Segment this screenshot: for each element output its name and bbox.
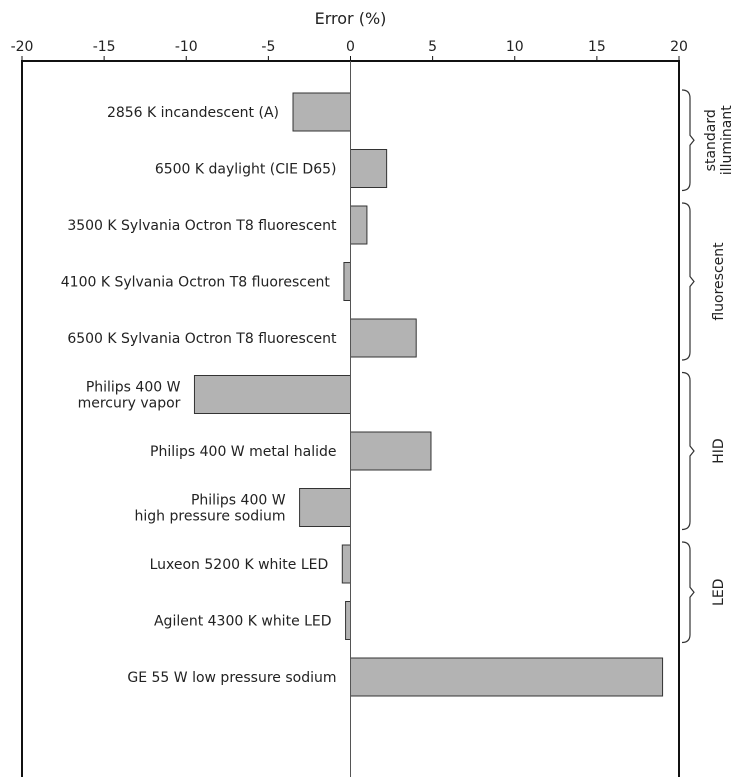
x-tick-label: 10: [506, 39, 524, 55]
group-bracket: [681, 89, 695, 192]
bar: [343, 262, 351, 301]
bar: [341, 544, 352, 584]
group-bracket: [681, 202, 695, 361]
x-tick-label: -20: [11, 39, 34, 55]
group-bracket: [681, 541, 695, 644]
bars: [193, 92, 664, 697]
bar: [350, 431, 432, 471]
bar: [299, 488, 351, 527]
x-tick-label: 5: [428, 39, 437, 55]
x-tick-label: 15: [588, 39, 606, 55]
category-label: Luxeon 5200 K white LED: [150, 557, 329, 573]
x-tick-label: -15: [93, 39, 116, 55]
category-label: 6500 K daylight (CIE D65): [155, 162, 337, 178]
group-label: HID: [711, 438, 727, 463]
category-label: 2856 K incandescent (A): [107, 105, 279, 121]
bar: [350, 657, 664, 697]
bar: [345, 601, 352, 640]
category-label: Agilent 4300 K white LED: [154, 614, 332, 630]
category-label: GE 55 W low pressure sodium: [127, 670, 336, 686]
bar: [292, 92, 352, 132]
bar: [350, 205, 368, 245]
group-label: fluorescent: [711, 242, 727, 321]
x-tick-label: -5: [261, 39, 275, 55]
category-label: 3500 K Sylvania Octron T8 fluorescent: [67, 218, 337, 234]
group-brackets: standardilluminant fluorescent HID LED: [681, 89, 735, 644]
x-tick-label: 0: [346, 39, 355, 55]
group-label: LED: [711, 579, 727, 606]
group-label: standardilluminant: [703, 105, 735, 175]
x-axis-title: Error (%): [315, 9, 387, 28]
category-label: Philips 400 W metal halide: [150, 444, 336, 460]
group-bracket: [681, 371, 695, 531]
x-tick-label: 20: [670, 39, 688, 55]
category-label: 6500 K Sylvania Octron T8 fluorescent: [67, 331, 337, 347]
x-tick-label: -10: [175, 39, 198, 55]
x-axis-ticks: -20 -15 -10 -5 0 5 10 15 20: [11, 39, 688, 61]
category-labels: 2856 K incandescent (A) 6500 K daylight (…: [61, 105, 337, 686]
bar: [350, 318, 417, 358]
bar: [350, 149, 388, 188]
category-label: 4100 K Sylvania Octron T8 fluorescent: [61, 275, 331, 291]
bar: [193, 375, 351, 414]
